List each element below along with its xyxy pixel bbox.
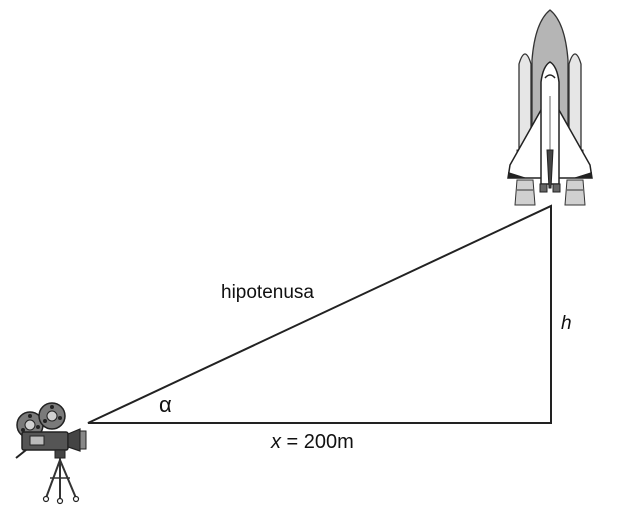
space-shuttle-icon bbox=[507, 9, 593, 206]
hypotenuse-label: hipotenusa bbox=[221, 282, 314, 303]
base-label: x = 200m bbox=[270, 431, 354, 453]
base-value: = 200m bbox=[281, 431, 354, 453]
height-label: h bbox=[561, 313, 572, 334]
right-triangle bbox=[87, 204, 552, 424]
film-camera-icon bbox=[15, 402, 87, 505]
base-variable: x bbox=[270, 431, 282, 453]
angle-label: α bbox=[159, 392, 172, 417]
